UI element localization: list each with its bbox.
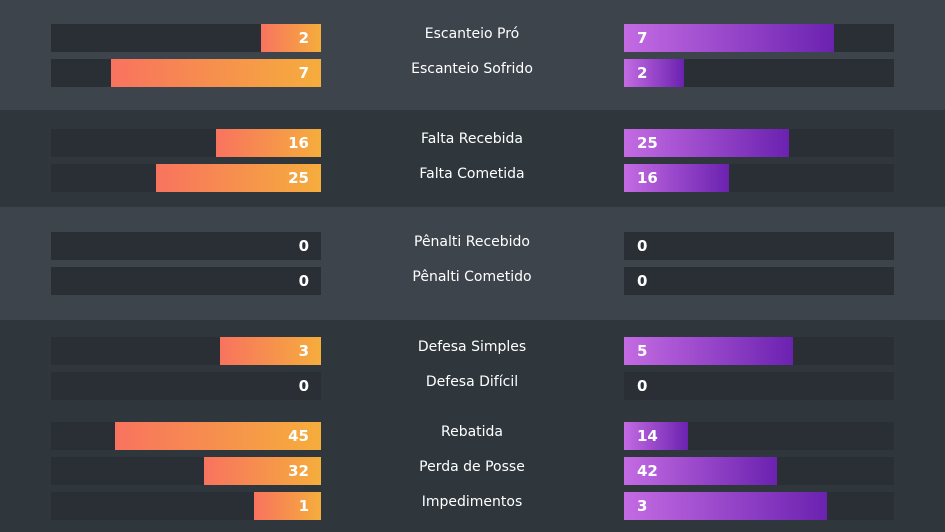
- stat-label: Falta Recebida: [420, 131, 524, 147]
- away-bar: [624, 422, 689, 450]
- home-track: 32: [51, 457, 321, 485]
- home-value: 45: [288, 427, 309, 445]
- away-bar: [624, 337, 793, 365]
- away-bar: [624, 492, 827, 520]
- away-value: 0: [637, 237, 648, 255]
- away-track: 3: [624, 492, 894, 520]
- away-bar: [624, 457, 778, 485]
- stat-label: Pênalti Recebido: [414, 234, 530, 250]
- home-bar: [204, 457, 321, 485]
- home-value: 0: [298, 272, 309, 290]
- away-track: 42: [624, 457, 894, 485]
- home-track: 1: [51, 492, 321, 520]
- away-value: 3: [637, 497, 648, 515]
- home-track: 3: [51, 337, 321, 365]
- away-bar: [624, 59, 684, 87]
- away-track: 16: [624, 164, 894, 192]
- away-bar: [624, 24, 834, 52]
- home-track: 25: [51, 164, 321, 192]
- stat-label: Defesa Simples: [417, 339, 527, 355]
- home-track: 0: [51, 267, 321, 295]
- home-bar: [261, 24, 321, 52]
- home-value: 32: [288, 462, 309, 480]
- away-value: 14: [637, 427, 658, 445]
- home-track: 45: [51, 422, 321, 450]
- away-value: 0: [637, 272, 648, 290]
- away-track: 14: [624, 422, 894, 450]
- away-track: 7: [624, 24, 894, 52]
- stats-section: 16 25 Falta Recebida 25 16 Falta Cometida: [0, 110, 945, 207]
- home-value: 2: [298, 29, 309, 47]
- stat-label: Impedimentos: [421, 494, 523, 510]
- home-track: 0: [51, 372, 321, 400]
- home-bar: [253, 492, 321, 520]
- stats-section: 2 7 Escanteio Pró 7 2 Escanteio Sofrido: [0, 0, 945, 110]
- home-track: 2: [51, 24, 321, 52]
- home-bar: [115, 422, 321, 450]
- stat-label: Perda de Posse: [419, 459, 525, 475]
- home-value: 16: [288, 134, 309, 152]
- stat-label: Rebatida: [440, 424, 504, 440]
- away-value: 0: [637, 377, 648, 395]
- away-track: 0: [624, 372, 894, 400]
- home-track: 0: [51, 232, 321, 260]
- stats-section: 0 0 Pênalti Recebido 0 0 Pênalti Cometido: [0, 207, 945, 320]
- home-bar: [215, 129, 321, 157]
- home-bar: [219, 337, 321, 365]
- away-track: 25: [624, 129, 894, 157]
- away-bar: [624, 164, 730, 192]
- away-value: 5: [637, 342, 648, 360]
- away-value: 2: [637, 64, 648, 82]
- home-track: 16: [51, 129, 321, 157]
- home-value: 25: [288, 169, 309, 187]
- home-value: 3: [298, 342, 309, 360]
- away-value: 7: [637, 29, 648, 47]
- home-bar: [156, 164, 321, 192]
- home-value: 0: [298, 377, 309, 395]
- home-bar: [111, 59, 321, 87]
- home-track: 7: [51, 59, 321, 87]
- away-value: 16: [637, 169, 658, 187]
- home-value: 0: [298, 237, 309, 255]
- home-value: 7: [298, 64, 309, 82]
- home-value: 1: [298, 497, 309, 515]
- away-value: 25: [637, 134, 658, 152]
- stat-label: Escanteio Sofrido: [411, 61, 533, 77]
- away-track: 0: [624, 232, 894, 260]
- away-track: 0: [624, 267, 894, 295]
- stat-label: Pênalti Cometido: [412, 269, 532, 285]
- away-bar: [624, 129, 789, 157]
- stat-label: Defesa Difícil: [425, 374, 519, 390]
- stats-section: 3 5 Defesa Simples 0 0 Defesa Difícil 45 14 Reba…: [0, 320, 945, 532]
- away-value: 42: [637, 462, 658, 480]
- away-track: 2: [624, 59, 894, 87]
- stat-label: Falta Cometida: [419, 166, 525, 182]
- stat-label: Escanteio Pró: [424, 26, 520, 42]
- away-track: 5: [624, 337, 894, 365]
